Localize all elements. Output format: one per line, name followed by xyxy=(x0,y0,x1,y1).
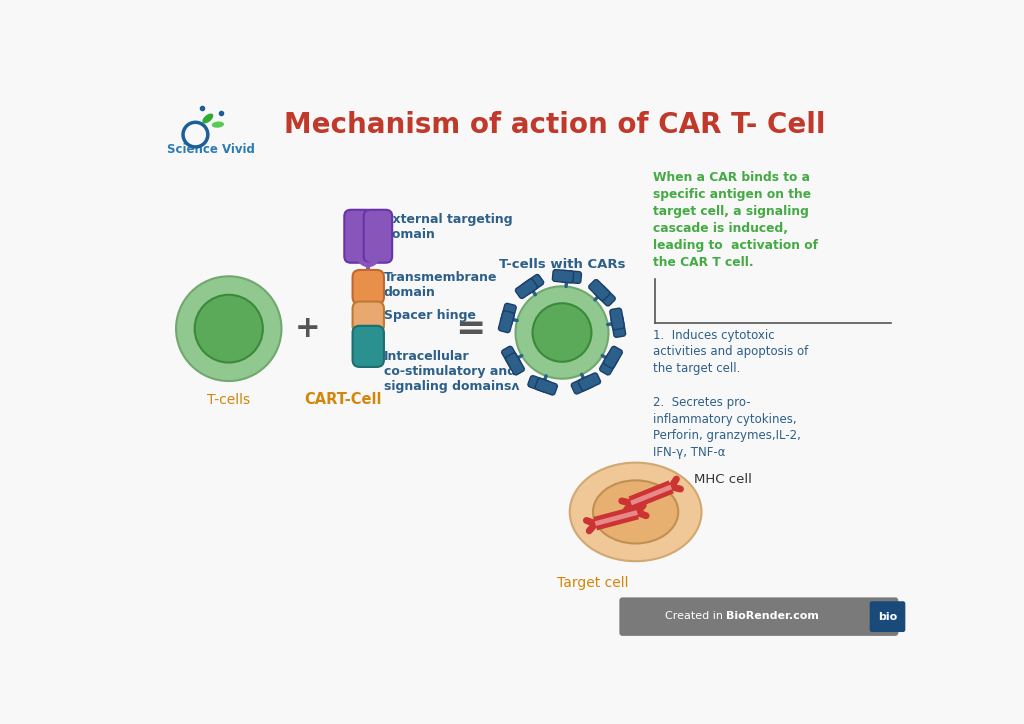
Text: External targeting
domain: External targeting domain xyxy=(384,213,512,241)
Text: BioRender.com: BioRender.com xyxy=(726,611,819,621)
FancyBboxPatch shape xyxy=(501,303,516,325)
Ellipse shape xyxy=(593,480,678,544)
FancyBboxPatch shape xyxy=(506,353,524,375)
FancyBboxPatch shape xyxy=(552,269,573,283)
FancyBboxPatch shape xyxy=(560,270,582,283)
Text: T-cells with CARs: T-cells with CARs xyxy=(499,258,626,272)
Text: +: + xyxy=(295,314,321,343)
Text: Science Vivid: Science Vivid xyxy=(167,143,255,156)
FancyBboxPatch shape xyxy=(600,353,618,375)
Text: Created in: Created in xyxy=(665,611,726,621)
Text: When a CAR binds to a
specific antigen on the
target cell, a signaling
cascade i: When a CAR binds to a specific antigen o… xyxy=(653,171,818,269)
Circle shape xyxy=(515,286,608,379)
Text: MHC cell: MHC cell xyxy=(693,473,752,486)
FancyBboxPatch shape xyxy=(344,210,373,263)
FancyBboxPatch shape xyxy=(364,210,392,263)
Text: Spacer hinge: Spacer hinge xyxy=(384,309,476,322)
Ellipse shape xyxy=(212,122,224,127)
FancyBboxPatch shape xyxy=(502,346,520,369)
FancyBboxPatch shape xyxy=(352,326,384,367)
FancyBboxPatch shape xyxy=(521,274,544,294)
Text: Mechanism of action of CAR T- Cell: Mechanism of action of CAR T- Cell xyxy=(284,111,825,138)
Text: Target cell: Target cell xyxy=(557,576,629,590)
FancyBboxPatch shape xyxy=(579,373,601,391)
Text: 1.  Induces cytotoxic
activities and apoptosis of
the target cell.: 1. Induces cytotoxic activities and apop… xyxy=(653,329,809,374)
Ellipse shape xyxy=(203,114,213,123)
Text: T-cells: T-cells xyxy=(207,392,250,406)
FancyBboxPatch shape xyxy=(515,279,538,298)
Text: bio: bio xyxy=(878,612,897,622)
Circle shape xyxy=(195,295,263,363)
FancyBboxPatch shape xyxy=(352,301,384,333)
FancyBboxPatch shape xyxy=(609,308,625,329)
FancyBboxPatch shape xyxy=(603,346,623,369)
Circle shape xyxy=(532,303,592,362)
FancyBboxPatch shape xyxy=(536,378,557,395)
FancyBboxPatch shape xyxy=(499,311,514,332)
Text: =: = xyxy=(456,311,485,345)
Text: Transmembrane
domain: Transmembrane domain xyxy=(384,271,498,299)
FancyBboxPatch shape xyxy=(611,316,626,337)
FancyBboxPatch shape xyxy=(589,279,610,300)
FancyBboxPatch shape xyxy=(620,597,898,636)
Text: Intracellular
co-stimulatory and
signaling domainsʌ: Intracellular co-stimulatory and signali… xyxy=(384,350,519,393)
Circle shape xyxy=(176,277,282,381)
Text: 2.  Secretes pro-
inflammatory cytokines,
Perforin, granzymes,IL-2,
IFN-γ, TNF-α: 2. Secretes pro- inflammatory cytokines,… xyxy=(653,397,802,459)
FancyBboxPatch shape xyxy=(869,601,905,632)
FancyBboxPatch shape xyxy=(594,285,615,306)
FancyBboxPatch shape xyxy=(571,376,594,394)
Text: CART-Cell: CART-Cell xyxy=(305,392,382,407)
FancyBboxPatch shape xyxy=(352,270,384,304)
FancyBboxPatch shape xyxy=(528,376,550,392)
Ellipse shape xyxy=(569,463,701,561)
